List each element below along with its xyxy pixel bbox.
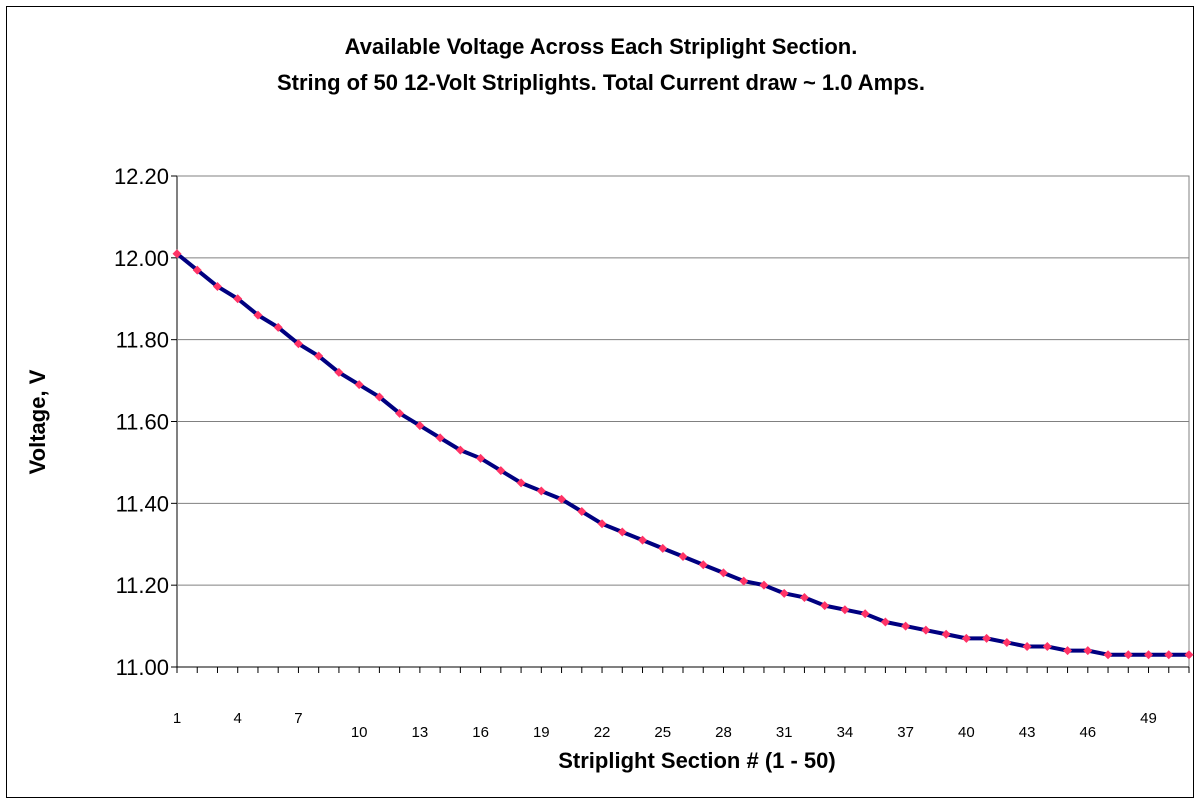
data-point <box>516 478 526 488</box>
gridlines <box>177 175 1189 586</box>
data-point <box>820 601 830 611</box>
data-point <box>476 453 486 463</box>
chart-title: Available Voltage Across Each Striplight… <box>345 34 858 59</box>
x-axis-ticks: 1 4 7 10 13 16 19 22 25 28 31 34 37 40 43 46 49 <box>173 667 1190 741</box>
data-point <box>455 445 465 455</box>
data-point <box>718 568 728 578</box>
x-tick-label: 37 <box>897 724 914 741</box>
data-point <box>982 633 992 643</box>
data-point <box>496 466 506 476</box>
data-point <box>1042 642 1052 652</box>
chart-subtitle: String of 50 12-Volt Striplights. Total … <box>277 70 925 95</box>
data-point <box>860 609 870 619</box>
x-tick-label: 1 <box>173 710 181 727</box>
data-point <box>233 294 243 304</box>
data-point <box>1184 650 1194 660</box>
y-axis-ticks: 11.00 11.20 11.40 11.60 11.80 12.00 12.20 <box>114 164 177 680</box>
x-tick-label: 40 <box>958 724 975 741</box>
data-point <box>941 629 951 639</box>
x-tick-label: 10 <box>351 724 368 741</box>
x-tick-label: 43 <box>1019 724 1036 741</box>
data-point <box>334 367 344 377</box>
x-tick-label: 4 <box>234 710 242 727</box>
data-point <box>880 617 890 627</box>
data-point <box>698 560 708 570</box>
data-point <box>1063 646 1073 656</box>
data-point <box>1083 646 1093 656</box>
y-axis-title: Voltage, V <box>25 369 50 474</box>
data-point <box>1022 642 1032 652</box>
x-tick-label: 49 <box>1140 710 1157 727</box>
y-tick-label: 11.20 <box>116 573 169 598</box>
data-point <box>557 494 567 504</box>
x-tick-label: 19 <box>533 724 550 741</box>
data-point <box>901 621 911 631</box>
data-point <box>212 281 222 291</box>
data-point <box>739 576 749 586</box>
data-point <box>617 527 627 537</box>
y-tick-label: 11.80 <box>116 328 169 353</box>
data-point <box>921 625 931 635</box>
y-tick-label: 11.40 <box>116 491 169 516</box>
x-tick-label: 34 <box>837 724 854 741</box>
x-tick-label: 16 <box>472 724 489 741</box>
data-point <box>799 592 809 602</box>
data-point <box>597 519 607 529</box>
data-point <box>1002 637 1012 647</box>
data-point <box>840 605 850 615</box>
data-point <box>1144 650 1154 660</box>
data-point <box>273 322 283 332</box>
data-point <box>172 249 182 259</box>
data-point <box>253 310 263 320</box>
data-point <box>961 633 971 643</box>
data-point <box>779 588 789 598</box>
data-point <box>1123 650 1133 660</box>
x-tick-label: 31 <box>776 724 793 741</box>
data-point <box>658 543 668 553</box>
y-tick-label: 12.00 <box>114 246 169 271</box>
data-point <box>415 421 425 431</box>
y-tick-label: 12.20 <box>114 164 169 189</box>
data-point <box>314 351 324 361</box>
voltage-series <box>172 249 1194 660</box>
data-point <box>577 507 587 517</box>
y-tick-label: 11.60 <box>116 410 169 435</box>
data-point <box>374 392 384 402</box>
data-point <box>536 486 546 496</box>
x-tick-label: 28 <box>715 724 732 741</box>
y-tick-label: 11.00 <box>116 655 169 680</box>
x-tick-label: 13 <box>412 724 429 741</box>
x-tick-label: 22 <box>594 724 611 741</box>
data-point <box>1103 650 1113 660</box>
x-tick-label: 46 <box>1079 724 1096 741</box>
x-tick-label: 7 <box>294 710 302 727</box>
data-point <box>638 535 648 545</box>
data-point <box>354 380 364 390</box>
data-point <box>395 408 405 418</box>
x-tick-label: 25 <box>654 724 671 741</box>
x-axis-title: Striplight Section # (1 - 50) <box>558 748 835 773</box>
data-point <box>759 580 769 590</box>
data-point <box>435 433 445 443</box>
data-point <box>1164 650 1174 660</box>
data-point <box>678 552 688 562</box>
data-point <box>293 339 303 349</box>
data-point <box>192 265 202 275</box>
